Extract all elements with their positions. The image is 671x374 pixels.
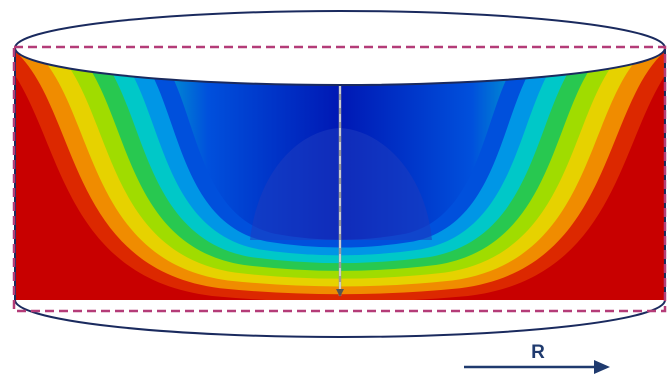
dashed-frame: [12, 45, 667, 313]
contour-band: [15, 48, 665, 300]
bottom-ellipse-arc: [14, 299, 666, 338]
contour-field: [15, 48, 665, 300]
center-axis-arrowhead: [336, 289, 344, 297]
r-axis-arrowhead: [594, 360, 610, 374]
r-axis-label: R: [531, 342, 545, 363]
contour-band: [23, 48, 657, 300]
